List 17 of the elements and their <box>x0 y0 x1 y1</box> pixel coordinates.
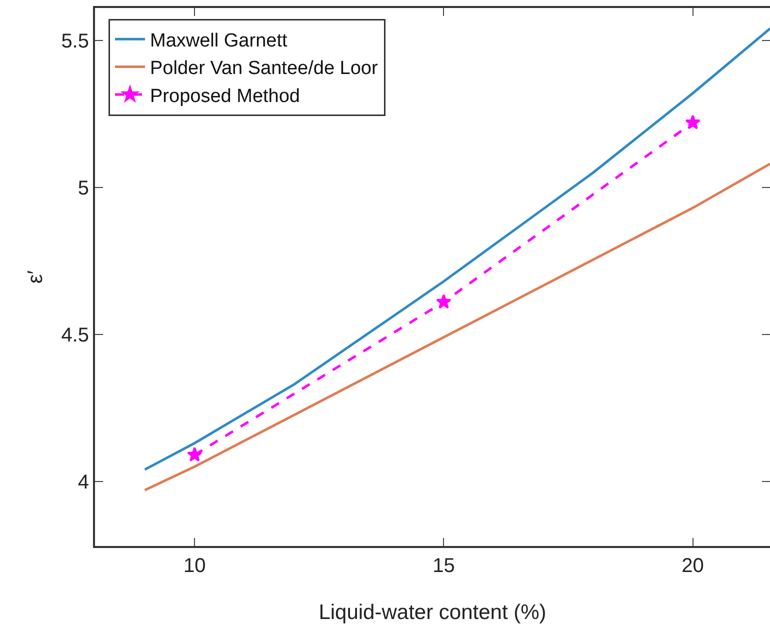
point <box>685 114 700 130</box>
y-tick-label: 4.5 <box>61 324 89 346</box>
x-tick-label: 15 <box>432 555 455 577</box>
line-series <box>144 162 770 492</box>
point <box>186 446 202 462</box>
y-tick-label: 4 <box>78 471 89 494</box>
x-tick-label: 10 <box>184 555 206 577</box>
point <box>436 294 452 309</box>
legend-label: Proposed Method <box>150 86 300 107</box>
x-tick-label: 20 <box>682 555 704 577</box>
line-series <box>144 27 770 471</box>
y-tick-label: 5.5 <box>61 30 89 52</box>
legend-label: Polder Van Santee/de Loor <box>150 58 378 80</box>
y-axis-title: ε′ <box>24 270 47 284</box>
x-axis-title: Liquid-water content (%) <box>318 601 546 624</box>
y-tick-label: 5 <box>78 177 89 200</box>
legend-label: Maxwell Garnett <box>150 30 288 52</box>
